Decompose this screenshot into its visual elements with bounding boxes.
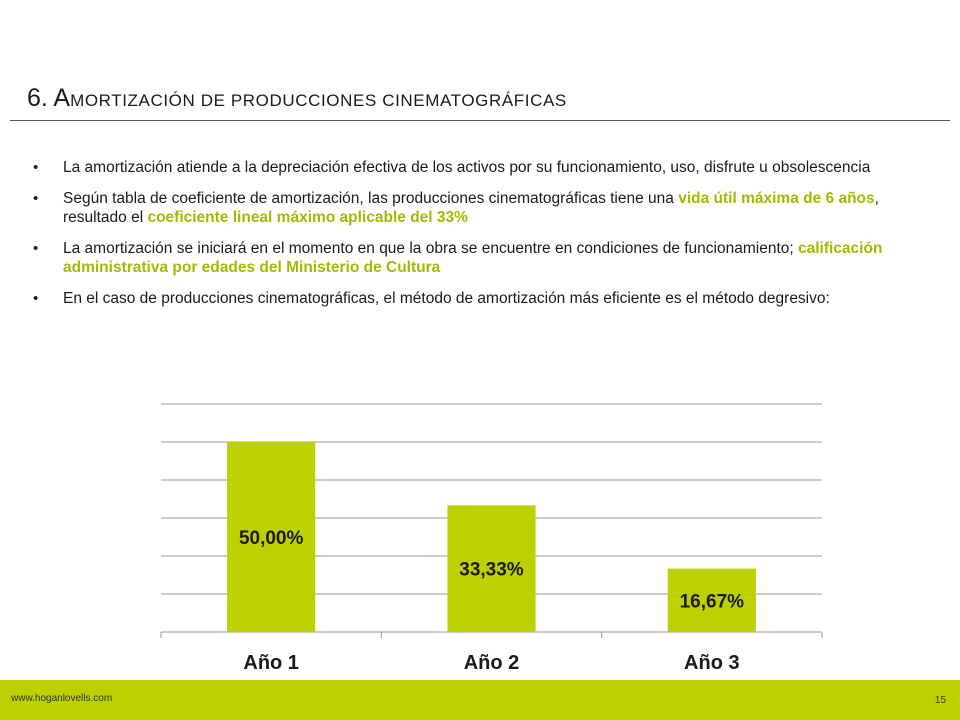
slide-title: 6. AMORTIZACIÓN DE PRODUCCIONES CINEMATO…: [27, 84, 567, 113]
chart-bar: [227, 442, 316, 632]
chart-bar: [447, 505, 536, 632]
bullet-highlight-text: vida útil máxima de 6 años: [678, 190, 875, 207]
chart-data-label: 50,00%: [239, 528, 304, 549]
bullet-item: • En el caso de producciones cinematográf…: [33, 289, 893, 308]
bullet-highlight-text: coeficiente lineal máximo aplicable del …: [147, 209, 468, 226]
bullet-dot: •: [33, 290, 39, 307]
title-divider: [10, 120, 950, 121]
bullet-dot: •: [33, 159, 39, 176]
chart-data-label: 33,33%: [459, 560, 524, 581]
bullet-item: • Según tabla de coeficiente de amortizac…: [33, 189, 893, 227]
footer-bar: www.hoganlovells.com 15: [0, 680, 960, 720]
bullet-text: La amortización se iniciará en el moment…: [63, 240, 798, 257]
chart-category-label: Año 2: [464, 652, 520, 674]
bullet-text: En el caso de producciones cinematográfi…: [63, 290, 830, 307]
bullet-text: La amortización atiende a la depreciació…: [63, 159, 871, 176]
bullet-list: • La amortización atiende a la depreciaci…: [33, 158, 893, 320]
bar-chart: 50,00% Año 1 33,33% Año 2 16,67% Año 3: [160, 403, 823, 674]
slide-title-lead: 6. A: [27, 84, 71, 112]
bullet-highlight-text: calificación administrativa por edades d…: [63, 240, 883, 276]
bullet-item: • La amortización se iniciará en el momen…: [33, 239, 893, 277]
chart-category-label: Año 3: [684, 652, 740, 674]
chart-data-label: 16,67%: [680, 591, 745, 612]
bullet-item: • La amortización atiende a la depreciaci…: [33, 158, 893, 177]
bullet-dot: •: [33, 190, 39, 207]
footer-url[interactable]: www.hoganlovells.com: [11, 693, 113, 704]
bullet-dot: •: [33, 240, 39, 257]
bullet-text: , resultado el: [63, 190, 879, 226]
bullet-text: Según tabla de coeficiente de amortizaci…: [63, 190, 679, 207]
page-number: 15: [934, 695, 946, 706]
slide-title-smallcaps: MORTIZACIÓN DE PRODUCCIONES CINEMATOGRÁF…: [70, 91, 567, 110]
chart-category-label: Año 1: [243, 652, 299, 674]
chart-bar: [667, 568, 756, 632]
